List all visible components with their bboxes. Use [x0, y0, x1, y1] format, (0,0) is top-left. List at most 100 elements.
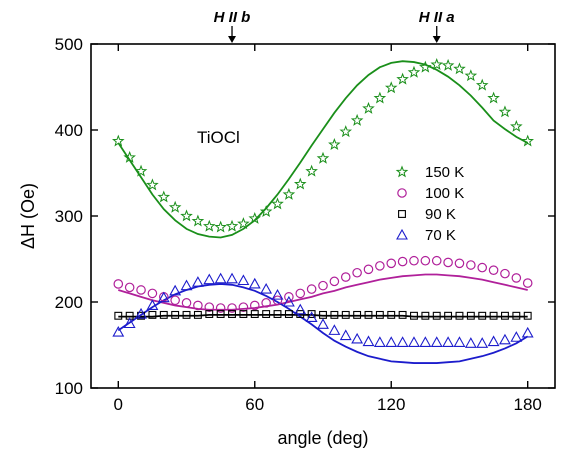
data-point-circle: [386, 258, 397, 269]
data-point-circle: [375, 261, 385, 271]
data-point-circle: [488, 265, 499, 275]
data-point-triangle: [260, 282, 273, 294]
data-markers: [112, 58, 534, 348]
data-point-star: [180, 209, 193, 222]
fit-line-square: [118, 314, 528, 318]
data-point-star: [384, 81, 398, 94]
data-point-square: [171, 310, 180, 319]
data-point-square: [330, 310, 339, 319]
data-point-star: [123, 150, 136, 163]
data-point-star: [407, 65, 421, 78]
data-point-star: [350, 113, 364, 126]
data-point-triangle: [453, 336, 466, 347]
data-point-star: [293, 177, 307, 190]
data-point-circle: [329, 276, 340, 287]
data-point-circle: [295, 288, 306, 299]
data-point-square: [455, 311, 464, 320]
x-tick-label: 180: [514, 395, 542, 414]
legend-marker-square: [398, 210, 406, 218]
data-point-square: [478, 311, 487, 320]
data-point-star: [248, 211, 262, 224]
data-point-triangle: [499, 333, 511, 345]
data-point-circle: [443, 257, 453, 268]
data-point-square: [341, 310, 350, 319]
data-point-star: [339, 125, 353, 138]
y-tick-label: 200: [55, 293, 83, 312]
y-axis-title: ΔH (Oe): [18, 183, 38, 249]
data-point-star: [146, 178, 159, 191]
data-point-triangle: [430, 336, 443, 347]
fit-line-star: [117, 60, 529, 239]
data-point-circle: [397, 256, 408, 267]
arrow-head: [432, 36, 441, 43]
data-point-square: [466, 311, 475, 320]
data-point-circle: [306, 284, 317, 294]
data-point-square: [432, 311, 441, 320]
data-point-triangle: [351, 332, 364, 344]
data-point-star: [157, 190, 171, 203]
data-point-square: [262, 310, 271, 318]
data-point-triangle: [112, 325, 125, 337]
legend-marker-circle: [397, 188, 407, 198]
data-point-triangle: [510, 331, 523, 342]
data-point-star: [305, 164, 318, 177]
data-point-triangle: [214, 272, 227, 284]
data-point-star: [328, 138, 341, 150]
data-point-triangle: [294, 303, 307, 315]
y-tick-label: 100: [55, 379, 83, 398]
data-point-triangle: [169, 284, 182, 296]
y-tick-label: 400: [55, 121, 83, 140]
data-point-triangle: [385, 336, 398, 347]
data-point-star: [225, 219, 239, 232]
data-point-circle: [147, 288, 158, 299]
data-point-triangle: [135, 307, 147, 319]
data-point-triangle: [408, 336, 420, 347]
data-point-triangle: [157, 291, 170, 303]
data-point-triangle: [373, 336, 386, 347]
data-point-circle: [215, 303, 226, 313]
data-point-star: [464, 69, 478, 82]
data-point-circle: [193, 300, 203, 311]
data-point-circle: [352, 267, 362, 278]
data-point-circle: [466, 260, 476, 270]
x-tick-label: 60: [245, 395, 264, 414]
data-point-star: [271, 197, 284, 210]
data-point-circle: [249, 300, 260, 311]
data-point-circle: [500, 268, 510, 279]
data-point-square: [114, 311, 123, 320]
data-point-triangle: [191, 276, 204, 287]
data-point-triangle: [419, 336, 432, 347]
data-point-circle: [318, 280, 328, 291]
data-point-square: [512, 311, 521, 320]
data-point-circle: [522, 278, 533, 288]
data-point-star: [419, 60, 432, 73]
data-point-square: [387, 310, 396, 319]
data-point-star: [510, 119, 523, 132]
data-point-triangle: [396, 336, 409, 347]
data-point-star: [362, 101, 375, 114]
data-point-square: [148, 310, 157, 319]
data-point-triangle: [442, 336, 455, 347]
data-point-circle: [261, 298, 271, 308]
data-point-triangle: [339, 329, 352, 341]
data-point-circle: [454, 258, 465, 269]
data-point-circle: [170, 295, 180, 306]
data-point-square: [250, 310, 259, 318]
data-point-star: [521, 134, 534, 147]
top-label-text: H II b: [214, 9, 251, 26]
data-point-square: [284, 310, 293, 318]
data-point-star: [191, 214, 205, 227]
data-point-square: [353, 310, 362, 319]
data-point-circle: [477, 262, 488, 273]
data-point-square: [398, 310, 407, 319]
data-point-star: [112, 134, 125, 147]
x-axis-title: angle (deg): [277, 428, 368, 448]
legend-marker-star: [395, 165, 409, 178]
data-point-triangle: [123, 317, 136, 329]
data-point-triangle: [464, 337, 477, 348]
data-point-circle: [136, 285, 146, 295]
x-tick-label: 120: [377, 395, 405, 414]
data-point-triangle: [521, 326, 534, 338]
data-point-triangle: [248, 277, 261, 289]
